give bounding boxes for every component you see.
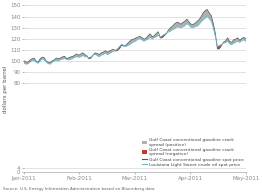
Y-axis label: dollars per barrel: dollars per barrel (3, 65, 8, 113)
Legend: Gulf Coast conventional gasoline crack
spread (positive), Gulf Coast conventiona: Gulf Coast conventional gasoline crack s… (142, 138, 244, 167)
Text: Source: U.S. Energy Information Administration based on Bloomberg data: Source: U.S. Energy Information Administ… (3, 187, 154, 191)
